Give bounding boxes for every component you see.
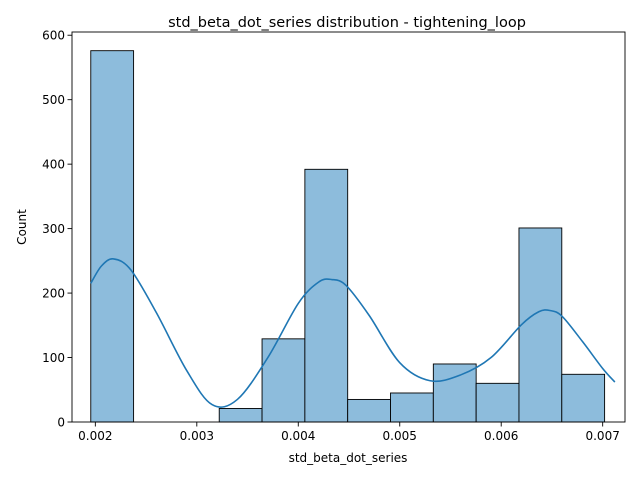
x-axis-label: std_beta_dot_series: [289, 451, 408, 465]
histogram-bar: [347, 398, 391, 423]
histogram-bar: [218, 408, 263, 423]
x-tick-label: 0.004: [281, 429, 315, 443]
x-tick-label: 0.007: [585, 429, 619, 443]
kde-curve: [90, 258, 616, 408]
histogram-bar: [518, 227, 563, 423]
y-tick-label: 600: [42, 29, 65, 43]
x-tick-label: 0.002: [78, 429, 112, 443]
y-axis: 0 100 200 300 400 500 600: [42, 29, 72, 429]
plot-area-frame: [71, 31, 626, 423]
chart-title: std_beta_dot_series distribution - tight…: [168, 15, 526, 31]
x-tick-label: 0.005: [383, 429, 417, 443]
y-tick-label: 500: [42, 93, 65, 107]
x-tick-label: 0.006: [484, 429, 518, 443]
histogram-bar: [261, 338, 306, 423]
y-tick-label: 200: [42, 286, 65, 300]
y-tick-label: 0: [57, 415, 65, 429]
x-tick-label: 0.003: [180, 429, 214, 443]
y-tick-label: 100: [42, 351, 65, 365]
histogram-bar: [304, 168, 349, 423]
histogram-bar: [561, 373, 606, 423]
histogram-bar: [90, 50, 135, 423]
histogram-bar: [475, 382, 520, 423]
x-axis: 0.002 0.003 0.004 0.005 0.006 0.007: [78, 422, 620, 443]
y-tick-label: 400: [42, 157, 65, 171]
y-tick-label: 300: [42, 222, 65, 236]
y-axis-label: Count: [15, 209, 29, 245]
histogram-bar: [432, 363, 477, 423]
histogram-bars: [90, 50, 606, 423]
histogram-bar: [390, 392, 434, 423]
